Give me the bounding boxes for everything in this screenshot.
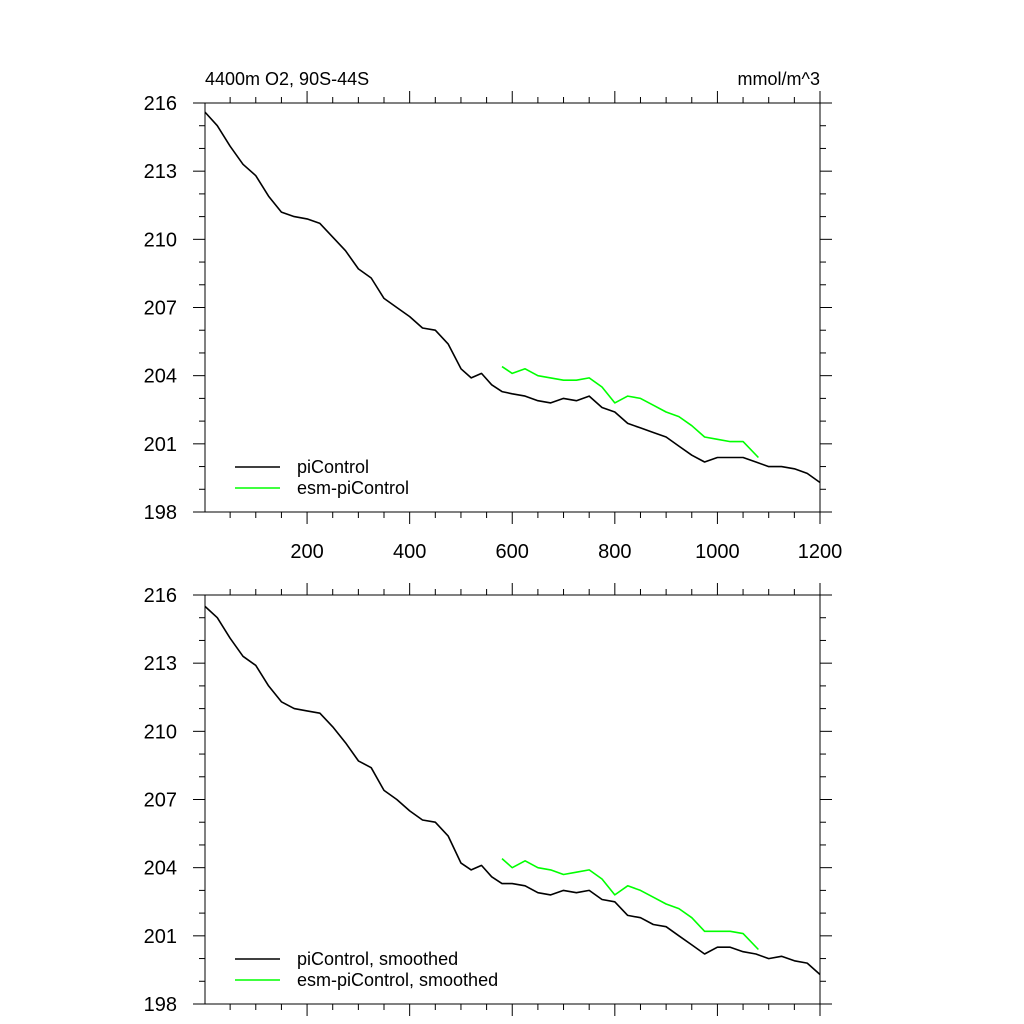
y-tick-label: 213 bbox=[144, 161, 177, 183]
y-tick-label: 210 bbox=[144, 229, 177, 251]
series-line-1 bbox=[501, 858, 759, 951]
x-tick-label: 1000 bbox=[695, 541, 740, 563]
y-tick-label: 198 bbox=[144, 994, 177, 1016]
x-tick-label: 400 bbox=[393, 541, 426, 563]
series-line-0 bbox=[204, 605, 821, 976]
series-line-0 bbox=[204, 111, 821, 484]
y-tick-label: 216 bbox=[144, 93, 177, 115]
y-tick-label: 204 bbox=[144, 366, 177, 388]
bottom-panel: 198 201 204 207 210 213 216 piControl, smoothed… bbox=[144, 583, 832, 1016]
panel-title-left: 4400m O2, 90S-44S bbox=[205, 69, 369, 89]
plot-frame bbox=[204, 594, 821, 1005]
x-tick-label: 800 bbox=[598, 541, 631, 563]
y-tick-label: 216 bbox=[144, 585, 177, 607]
legend-label-1: esm-piControl bbox=[297, 478, 409, 498]
x-tick-label: 200 bbox=[290, 541, 323, 563]
y-tick-label: 198 bbox=[144, 502, 177, 524]
y-tick-label: 210 bbox=[144, 721, 177, 743]
legend-label-0: piControl bbox=[297, 457, 369, 477]
x-tick-label: 1200 bbox=[798, 541, 843, 563]
y-tick-label: 207 bbox=[144, 298, 177, 320]
panel-title-units: mmol/m^3 bbox=[738, 69, 820, 89]
series-line-1 bbox=[501, 365, 759, 459]
x-tick-label: 600 bbox=[496, 541, 529, 563]
y-tick-label: 213 bbox=[144, 653, 177, 675]
legend-label-1: esm-piControl, smoothed bbox=[297, 970, 498, 990]
y-tick-label: 201 bbox=[144, 926, 177, 948]
top-panel: 4400m O2, 90S-44S mmol/m^3 198 201 204 207 2… bbox=[144, 69, 843, 563]
legend-label-0: piControl, smoothed bbox=[297, 949, 458, 969]
plot-frame bbox=[204, 102, 821, 513]
y-tick-label: 207 bbox=[144, 790, 177, 812]
y-tick-label: 204 bbox=[144, 858, 177, 880]
y-tick-label: 201 bbox=[144, 434, 177, 456]
